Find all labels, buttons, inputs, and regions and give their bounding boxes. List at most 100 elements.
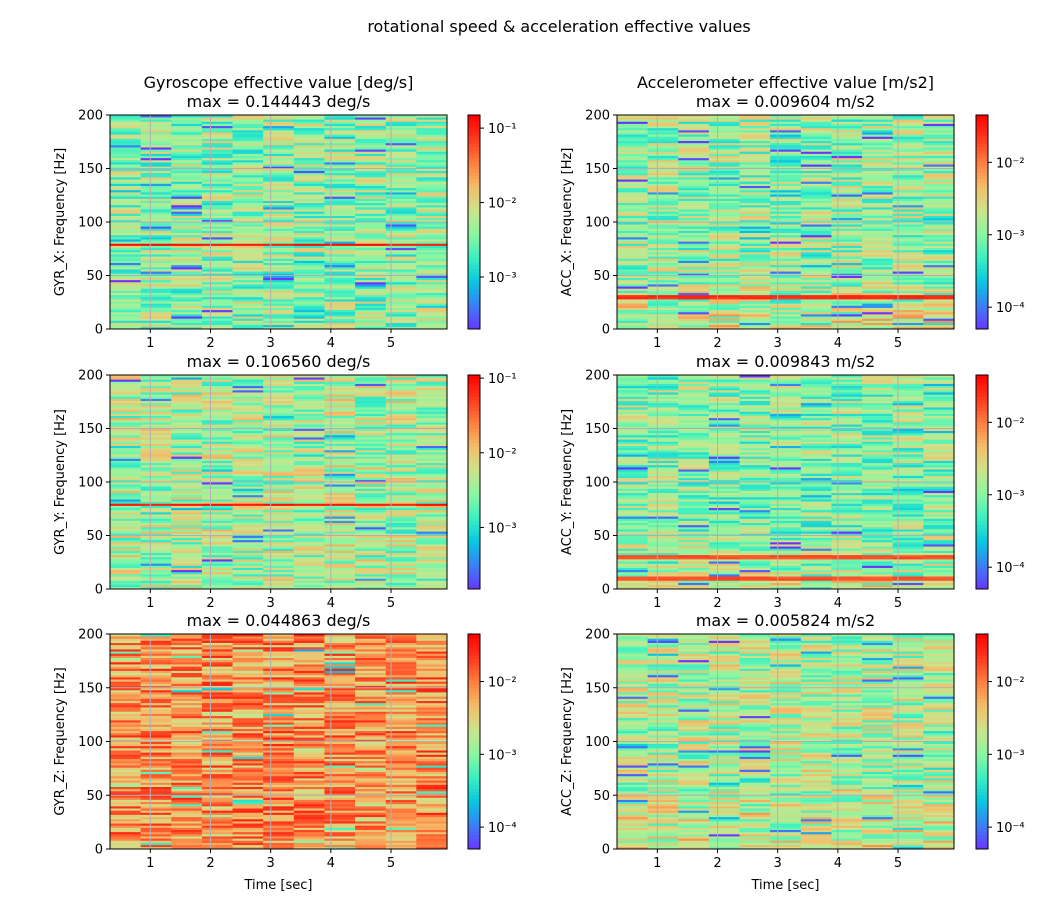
spectrogram-cell [232, 279, 264, 283]
spectrogram-cell [140, 784, 172, 787]
spectrogram-cell [800, 422, 833, 425]
spectrogram-cell [140, 471, 172, 474]
spectrogram-cell [739, 194, 771, 197]
spectrogram-cell [770, 471, 802, 474]
spectrogram-cell [385, 385, 417, 389]
spectrogram-cell [385, 389, 417, 393]
spectrogram-cell [647, 215, 679, 219]
spectrogram-cell [617, 379, 649, 382]
spectrogram-cell [232, 269, 264, 272]
spectrogram-cell [678, 529, 710, 532]
spectrogram-cell [140, 732, 172, 736]
spectrogram-cell [140, 505, 172, 509]
spectrogram-cell [324, 381, 356, 384]
spectrogram-cell [293, 402, 326, 406]
spectrogram-cell [232, 247, 264, 251]
spectrogram-cell [110, 814, 142, 818]
spectrogram-cell [617, 447, 649, 451]
spectrogram-cell [416, 533, 448, 536]
spectrogram-cell [110, 129, 142, 133]
spectrogram-cell [324, 185, 356, 189]
spectrogram-cell [739, 307, 771, 311]
spectrogram-cell [355, 400, 387, 404]
spectrogram-cell [800, 159, 833, 163]
spectrogram-cell [355, 467, 387, 470]
spectrogram-cell [862, 275, 894, 278]
spectrogram-cell [324, 239, 356, 242]
spectrogram-cell [140, 717, 172, 721]
spectrogram-cell [862, 179, 894, 182]
spectrogram-cell [892, 539, 924, 543]
spectrogram-cell [385, 200, 417, 204]
spectrogram-cell [293, 269, 326, 272]
spectrogram-cell [324, 469, 356, 472]
spectrogram-cell [293, 496, 326, 500]
spectrogram-cell [831, 294, 863, 298]
spectrogram-cell [110, 140, 142, 144]
spectrogram-cell [171, 460, 203, 464]
spectrogram-cell [892, 475, 924, 479]
spectrogram-cell [385, 187, 417, 191]
spectrogram-cell [385, 398, 417, 402]
spectrogram-cell [263, 396, 295, 399]
spectrogram-cell [708, 207, 741, 210]
spectrogram-cell [110, 236, 142, 240]
spectrogram-cell [416, 123, 448, 127]
spectrogram-cell [140, 213, 172, 216]
colorbar-segment [976, 314, 988, 319]
spectrogram-cell [201, 209, 234, 212]
spectrogram-cell [263, 554, 295, 558]
spectrogram-cell [862, 411, 894, 414]
spectrogram-cell [355, 428, 387, 431]
spectrogram-cell [355, 586, 387, 590]
spectrogram-cell [770, 402, 802, 406]
spectrogram-cell [923, 322, 955, 326]
spectrogram-cell [831, 219, 863, 223]
spectrogram-cell [892, 398, 924, 402]
spectrogram-cell [708, 402, 741, 406]
spectrogram-cell [385, 402, 417, 406]
spectrogram-cell [708, 396, 741, 399]
spectrogram-cell [171, 582, 203, 586]
spectrogram-cell [678, 503, 710, 506]
spectrogram-cell [140, 404, 172, 408]
spectrogram-cell [140, 578, 172, 581]
spectrogram-cell [416, 381, 448, 384]
spectrogram-cell [678, 170, 710, 174]
colorbar-segment [468, 506, 480, 511]
spectrogram-cell [355, 258, 387, 261]
spectrogram-cell [923, 509, 955, 513]
spectrogram-cell [385, 164, 417, 167]
spectrogram-cell [110, 503, 142, 506]
spectrogram-cell [739, 192, 771, 195]
spectrogram-cell [385, 318, 417, 321]
spectrogram-cell [739, 284, 771, 287]
spectrogram-cell [140, 129, 172, 133]
spectrogram-cell [831, 569, 863, 573]
spectrogram-cell [201, 219, 234, 223]
spectrogram-cell [110, 422, 142, 425]
spectrogram-cell [739, 396, 771, 399]
spectrogram-cell [355, 301, 387, 304]
spectrogram-cell [617, 243, 649, 246]
spectrogram-cell [831, 232, 863, 236]
spectrogram-cell [739, 247, 771, 251]
spectrogram-cell [324, 383, 356, 387]
spectrogram-cell [678, 249, 710, 253]
spectrogram-cell [770, 554, 802, 558]
spectrogram-cell [862, 381, 894, 384]
spectrogram-cell [263, 437, 295, 440]
spectrogram-cell [385, 271, 417, 274]
spectrogram-cell [831, 322, 863, 326]
spectrogram-cell [110, 492, 142, 496]
spectrogram-cell [171, 177, 203, 180]
colorbar-segment [976, 528, 988, 533]
spectrogram-cell [232, 326, 264, 330]
spectrogram-cell [678, 230, 710, 234]
spectrogram-cell [293, 432, 326, 436]
spectrogram-cell [416, 125, 448, 129]
spectrogram-cell [110, 426, 142, 429]
spectrogram-cell [324, 514, 356, 517]
spectrogram-cell [263, 281, 295, 285]
spectrogram-cell [171, 162, 203, 165]
